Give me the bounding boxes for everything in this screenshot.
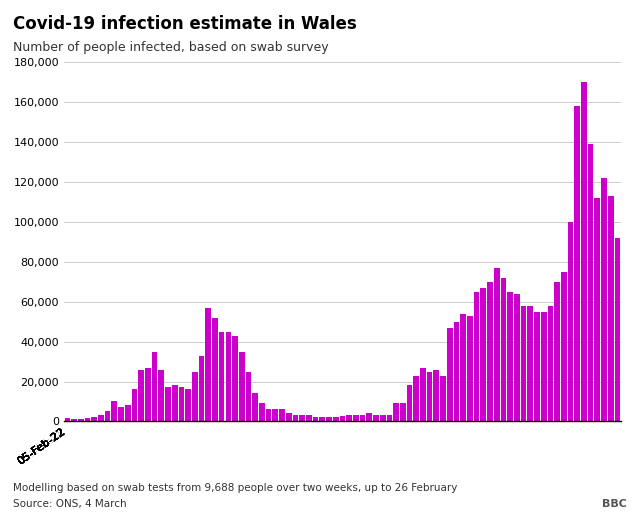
Bar: [541, 311, 547, 421]
Text: Source: ONS, 4 March: Source: ONS, 4 March: [13, 499, 127, 509]
Bar: [198, 356, 204, 421]
Bar: [608, 196, 614, 421]
Bar: [554, 282, 560, 421]
Bar: [380, 415, 385, 421]
Bar: [266, 410, 271, 421]
Bar: [252, 394, 258, 421]
Bar: [65, 418, 70, 421]
Bar: [219, 332, 225, 421]
Bar: [427, 372, 433, 421]
Bar: [111, 401, 117, 421]
Bar: [92, 417, 97, 421]
Bar: [232, 336, 238, 421]
Bar: [179, 388, 184, 421]
Bar: [205, 307, 211, 421]
Bar: [561, 271, 566, 421]
Bar: [185, 390, 191, 421]
Bar: [595, 197, 600, 421]
Bar: [333, 417, 339, 421]
Bar: [406, 386, 412, 421]
Bar: [353, 415, 358, 421]
Bar: [500, 278, 506, 421]
Bar: [514, 293, 520, 421]
Bar: [467, 316, 473, 421]
Bar: [273, 410, 278, 421]
Bar: [373, 415, 379, 421]
Bar: [313, 417, 319, 421]
Bar: [387, 415, 392, 421]
Bar: [159, 370, 164, 421]
Bar: [346, 415, 352, 421]
Bar: [300, 415, 305, 421]
Bar: [440, 376, 446, 421]
Bar: [393, 403, 399, 421]
Bar: [152, 352, 157, 421]
Bar: [614, 237, 620, 421]
Bar: [454, 322, 460, 421]
Bar: [340, 416, 345, 421]
Bar: [521, 305, 526, 421]
Bar: [105, 412, 111, 421]
Text: Number of people infected, based on swab survey: Number of people infected, based on swab…: [13, 41, 328, 54]
Bar: [568, 222, 573, 421]
Bar: [319, 417, 325, 421]
Bar: [574, 106, 580, 421]
Text: Covid-19 infection estimate in Wales: Covid-19 infection estimate in Wales: [13, 15, 356, 33]
Bar: [487, 282, 493, 421]
Bar: [400, 403, 406, 421]
Bar: [534, 311, 540, 421]
Bar: [212, 318, 218, 421]
Bar: [78, 419, 84, 421]
Bar: [132, 390, 138, 421]
Bar: [581, 82, 587, 421]
Text: Modelling based on swab tests from 9,688 people over two weeks, up to 26 Februar: Modelling based on swab tests from 9,688…: [13, 484, 457, 493]
Bar: [125, 406, 131, 421]
Bar: [165, 388, 171, 421]
Bar: [145, 368, 150, 421]
Bar: [366, 413, 372, 421]
Bar: [286, 413, 292, 421]
Bar: [360, 415, 365, 421]
Bar: [292, 415, 298, 421]
Bar: [527, 305, 533, 421]
Bar: [259, 403, 265, 421]
Bar: [433, 370, 439, 421]
Bar: [326, 417, 332, 421]
Bar: [420, 368, 426, 421]
Bar: [225, 332, 231, 421]
Bar: [98, 415, 104, 421]
Bar: [447, 327, 452, 421]
Bar: [508, 291, 513, 421]
Bar: [246, 372, 252, 421]
Bar: [172, 386, 177, 421]
Bar: [306, 415, 312, 421]
Bar: [588, 143, 593, 421]
Bar: [138, 370, 144, 421]
Bar: [494, 268, 500, 421]
Bar: [460, 314, 466, 421]
Bar: [601, 178, 607, 421]
Bar: [84, 418, 90, 421]
Bar: [474, 291, 479, 421]
Bar: [481, 287, 486, 421]
Bar: [71, 419, 77, 421]
Bar: [118, 408, 124, 421]
Text: BBC: BBC: [602, 499, 627, 509]
Bar: [413, 376, 419, 421]
Bar: [547, 305, 553, 421]
Bar: [239, 352, 244, 421]
Bar: [192, 372, 198, 421]
Bar: [279, 410, 285, 421]
